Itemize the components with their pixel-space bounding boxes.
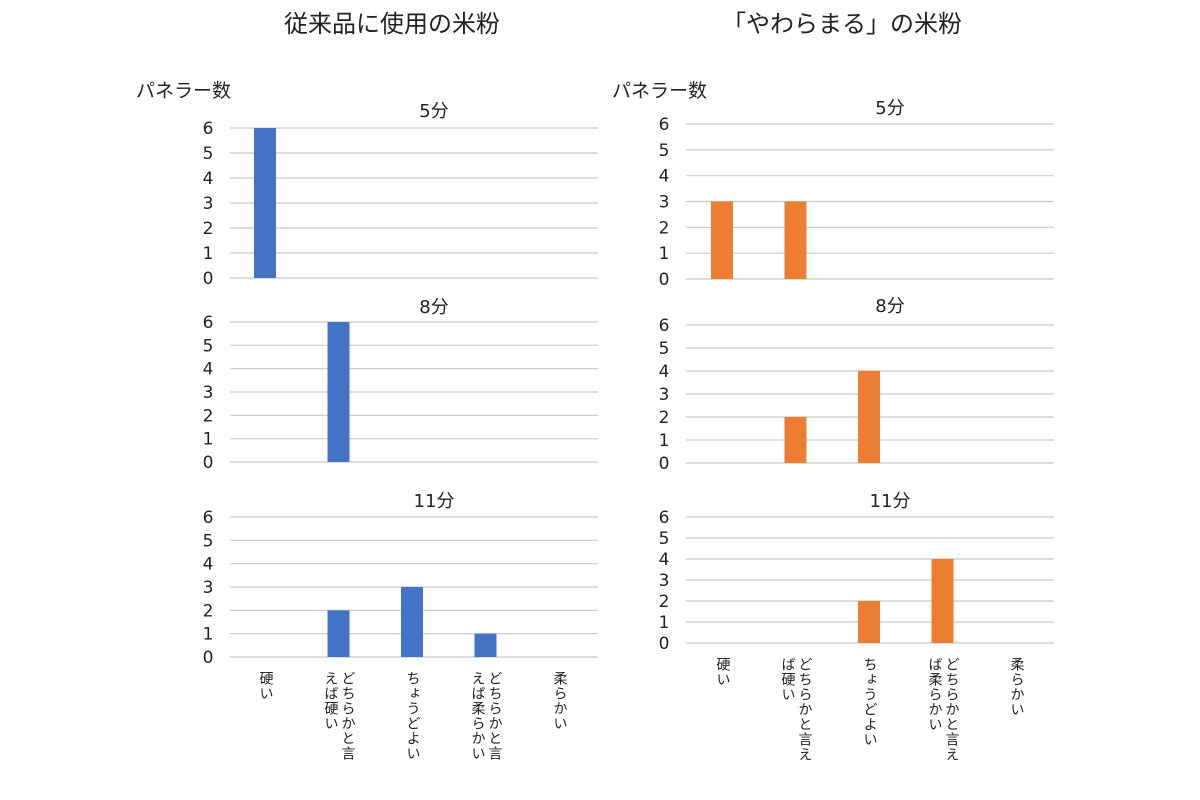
category-label: 硬い: [257, 671, 274, 701]
y-tick-label: 5: [659, 339, 670, 359]
y-tick-label: 3: [659, 193, 670, 213]
y-tick-label: 0: [659, 454, 670, 474]
y-tick-label: 3: [203, 578, 214, 598]
y-tick-label: 1: [203, 625, 214, 645]
panel-0-0: 0 1 2 3 4 5 6 5分: [203, 101, 598, 289]
y-tick-label: 6: [659, 316, 670, 336]
y-tick-label: 0: [203, 453, 214, 473]
y-tick-label: 3: [203, 194, 214, 214]
bar: [931, 559, 954, 643]
y-tick-label: 1: [659, 244, 670, 264]
y-tick-label: 6: [659, 115, 670, 135]
y-tick-label: 2: [203, 601, 214, 621]
bar: [474, 633, 497, 657]
panel-title: 5分: [419, 101, 448, 122]
y-tick-label: 4: [203, 360, 214, 380]
y-tick-label: 0: [203, 269, 214, 289]
bar: [784, 417, 807, 463]
y-tick-label: 2: [659, 408, 670, 428]
panel-1-1: 0 1 2 3 4 5 6 8分: [659, 296, 1054, 474]
y-tick-label: 5: [203, 144, 214, 164]
y-tick-label: 5: [659, 141, 670, 161]
bar: [254, 128, 276, 278]
y-tick-label: 1: [203, 430, 214, 450]
bar: [401, 587, 423, 657]
y-tick-label: 5: [203, 531, 214, 551]
panel-title: 8分: [419, 297, 448, 318]
y-tick-label: 6: [659, 508, 670, 528]
panel-title: 11分: [414, 491, 455, 512]
category-label: 硬い: [714, 657, 731, 687]
y-tick-label: 4: [659, 167, 670, 187]
category-label: どちらかと言え ば柔らかい: [926, 657, 960, 762]
bar: [327, 610, 350, 657]
y-tick-label: 3: [659, 571, 670, 591]
y-tick-label: 5: [203, 336, 214, 356]
bar: [711, 201, 733, 279]
y-tick-label: 0: [203, 648, 214, 668]
y-tick-label: 0: [659, 270, 670, 290]
category-label: どちらかと言 えば硬い: [322, 671, 356, 761]
panel-title: 11分: [870, 491, 911, 512]
category-label: ちょうどよい: [404, 671, 421, 761]
y-tick-label: 1: [659, 431, 670, 451]
category-label: 柔らかい: [551, 671, 568, 731]
y-tick-label: 4: [203, 169, 214, 189]
panel-title: 8分: [875, 296, 904, 317]
y-tick-label: 1: [203, 244, 214, 264]
left-y-axis-label: パネラー数: [136, 80, 232, 102]
category-label: ちょうどよい: [861, 657, 878, 747]
panel-0-2: 0 1 2 3 4 5 6 11分: [203, 491, 598, 668]
y-tick-label: 4: [659, 362, 670, 382]
y-tick-label: 0: [659, 634, 670, 654]
y-tick-label: 3: [203, 383, 214, 403]
y-tick-label: 2: [659, 592, 670, 612]
y-tick-label: 6: [203, 119, 214, 139]
bar: [858, 371, 880, 463]
y-tick-label: 2: [203, 219, 214, 239]
y-tick-label: 2: [659, 218, 670, 238]
y-tick-label: 3: [659, 385, 670, 405]
category-label: 柔らかい: [1008, 657, 1025, 717]
bar: [327, 322, 350, 462]
panel-1-0: 0 1 2 3 4 5 6 5分: [659, 98, 1054, 290]
category-label: どちらかと言 えば柔らかい: [469, 671, 503, 761]
y-tick-label: 1: [659, 613, 670, 633]
left-column-title: 従来品に使用の米粉: [284, 10, 500, 38]
right-y-axis-label: パネラー数: [612, 80, 708, 102]
panel-title: 5分: [875, 98, 904, 119]
right-column-title: 「やわらまる」の米粉: [722, 10, 962, 38]
left-column-charts: 0 1 2 3 4 5 6 5分 0 1 2 3 4 5 6 8分 0 1 2 3 4 5 6 11分: [203, 101, 598, 668]
y-tick-label: 2: [203, 406, 214, 426]
y-tick-label: 6: [203, 313, 214, 333]
y-tick-label: 4: [659, 550, 670, 570]
category-label: どちらかと言え ば硬い: [779, 657, 813, 762]
y-tick-label: 4: [203, 555, 214, 575]
y-tick-label: 5: [659, 529, 670, 549]
bar: [858, 601, 880, 643]
y-tick-label: 6: [203, 508, 214, 528]
panel-0-1: 0 1 2 3 4 5 6 8分: [203, 297, 598, 473]
bar: [784, 201, 807, 279]
